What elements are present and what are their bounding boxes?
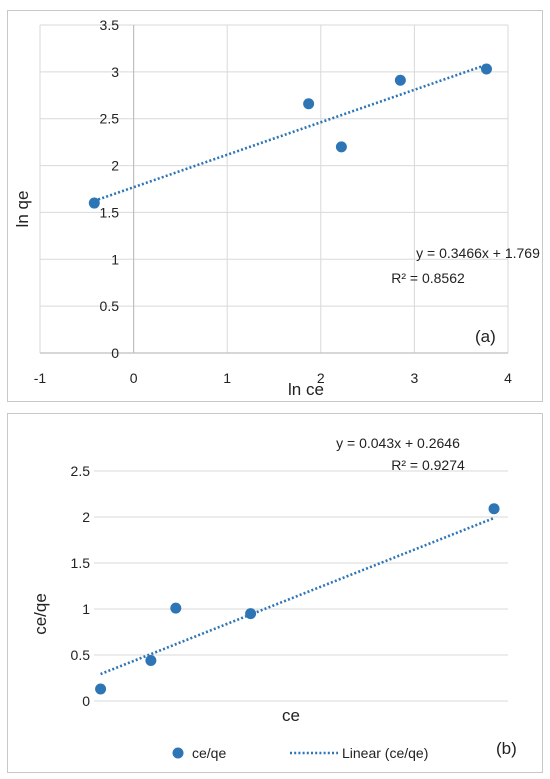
x-tick-label: 2 (317, 370, 325, 386)
chart-b-y-axis-title: ce/qe (31, 593, 50, 635)
legend-marker-icon (172, 747, 184, 759)
y-tick-label: 3 (111, 64, 119, 80)
legend-trendline-label: Linear (ce/qe) (342, 745, 428, 761)
data-point (480, 63, 492, 75)
chart-a-panel-label: (a) (475, 327, 496, 346)
chart-b-r-squared: R² = 0.9274 (391, 457, 465, 473)
chart-a-equation: y = 0.3466x + 1.769 (416, 245, 540, 261)
chart-a-gridlines (39, 24, 509, 354)
data-point (335, 141, 347, 153)
chart-b-gridlines (94, 470, 508, 702)
chart-b-equation: y = 0.043x + 0.2646 (336, 435, 460, 451)
x-tick-label: 1 (223, 370, 231, 386)
x-tick-label: 3 (411, 370, 419, 386)
y-tick-label: 0.5 (71, 647, 91, 663)
chart-b-panel-label: (b) (496, 739, 517, 758)
chart-a-x-axis-title: ln ce (288, 380, 324, 399)
x-tick-label: 0 (130, 370, 138, 386)
y-tick-label: 2 (82, 509, 90, 525)
chart-a-points (88, 63, 492, 209)
chart-a-svg: 0 0.5 1 1.5 2 2.5 3 3.5 -1 0 1 2 3 4 y = 0.3466x + 1.… (13, 17, 540, 399)
chart-b-legend: ce/qe Linear (ce/qe) (172, 745, 428, 761)
y-tick-label: 1 (111, 251, 119, 267)
legend-series-label: ce/qe (192, 745, 226, 761)
y-tick-label: 2 (111, 158, 119, 174)
chart-b-x-axis-title: ce (282, 706, 300, 725)
y-tick-label: 3.5 (100, 17, 120, 33)
data-point (303, 98, 315, 110)
data-point (145, 655, 157, 667)
trendline (93, 63, 487, 203)
y-tick-label: 1.5 (100, 204, 120, 220)
y-tick-label: 0 (82, 693, 90, 709)
trendline (100, 516, 495, 676)
chart-b-svg: 0 0.5 1 1.5 2 2.5 y = 0.043x + 0.2646 R² = 0.… (31, 435, 517, 761)
chart-a-trendline-group (93, 63, 487, 203)
y-tick-label: 0 (111, 345, 119, 361)
chart-b-points (95, 503, 500, 695)
y-tick-label: 2.5 (100, 111, 120, 127)
data-point (488, 503, 500, 515)
x-tick-label: 4 (504, 370, 512, 386)
chart-a-y-axis-title: ln qe (13, 191, 32, 228)
chart-a-r-squared: R² = 0.8562 (391, 270, 465, 286)
chart-b-trendline-group (100, 516, 495, 676)
data-point (95, 683, 107, 695)
chart-b-tick-labels: 0 0.5 1 1.5 2 2.5 (71, 463, 91, 709)
y-tick-label: 1.5 (71, 555, 91, 571)
chart-panel-a: 0 0.5 1 1.5 2 2.5 3 3.5 -1 0 1 2 3 4 y = 0.3466x + 1.… (7, 10, 543, 402)
y-tick-label: 2.5 (71, 463, 91, 479)
data-point (170, 602, 182, 614)
data-point (394, 74, 406, 86)
y-tick-label: 1 (82, 601, 90, 617)
y-tick-label: 0.5 (100, 298, 120, 314)
chart-panel-b: 0 0.5 1 1.5 2 2.5 y = 0.043x + 0.2646 R² = 0.… (7, 413, 543, 773)
chart-a-axes (40, 25, 508, 354)
data-point (88, 197, 100, 209)
x-tick-label: -1 (34, 370, 47, 386)
data-point (245, 608, 257, 620)
chart-a-tick-labels: 0 0.5 1 1.5 2 2.5 3 3.5 -1 0 1 2 3 4 (34, 17, 512, 386)
